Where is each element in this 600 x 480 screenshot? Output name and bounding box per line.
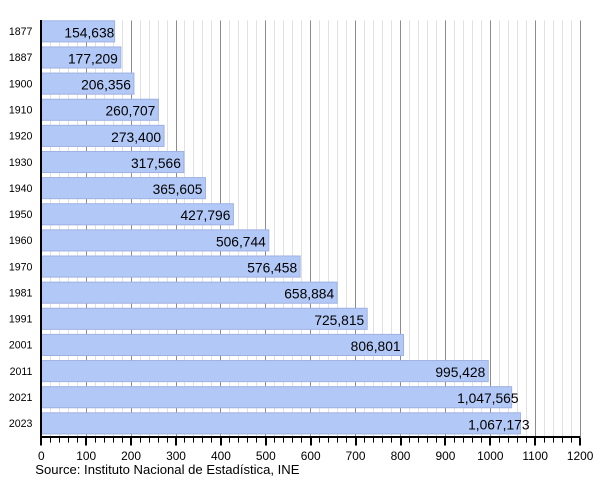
svg-text:2021: 2021 [9, 392, 33, 404]
svg-text:0: 0 [38, 449, 45, 463]
svg-text:800: 800 [391, 449, 411, 463]
svg-text:1,067,173: 1,067,173 [468, 417, 530, 432]
svg-text:1940: 1940 [9, 183, 33, 195]
svg-text:2011: 2011 [10, 366, 33, 378]
svg-text:725,815: 725,815 [314, 313, 364, 328]
svg-text:1960: 1960 [9, 235, 33, 247]
svg-text:400: 400 [211, 449, 231, 463]
svg-text:576,458: 576,458 [247, 261, 297, 276]
svg-text:700: 700 [346, 449, 366, 463]
svg-text:500: 500 [256, 449, 276, 463]
svg-text:317,566: 317,566 [131, 156, 181, 171]
svg-text:1991: 1991 [9, 314, 33, 326]
svg-text:1200: 1200 [567, 449, 594, 463]
svg-text:206,356: 206,356 [81, 78, 131, 93]
svg-text:Source: Instituto Nacional de: Source: Instituto Nacional de Estadístic… [35, 462, 299, 477]
svg-text:273,400: 273,400 [111, 130, 161, 145]
svg-text:200: 200 [121, 449, 141, 463]
svg-text:177,209: 177,209 [68, 51, 118, 66]
svg-text:100: 100 [76, 449, 96, 463]
svg-text:1000: 1000 [477, 449, 504, 463]
svg-text:2001: 2001 [9, 340, 33, 352]
svg-text:995,428: 995,428 [435, 365, 485, 380]
svg-text:365,605: 365,605 [153, 182, 203, 197]
svg-text:806,801: 806,801 [351, 339, 401, 354]
svg-text:260,707: 260,707 [105, 104, 155, 119]
svg-text:1,047,565: 1,047,565 [457, 391, 519, 406]
svg-text:900: 900 [435, 449, 455, 463]
svg-text:1930: 1930 [9, 157, 33, 169]
svg-text:1920: 1920 [9, 131, 33, 143]
svg-text:506,744: 506,744 [216, 234, 266, 249]
svg-text:300: 300 [166, 449, 186, 463]
svg-text:2023: 2023 [9, 418, 33, 430]
svg-text:1950: 1950 [9, 209, 33, 221]
svg-text:1877: 1877 [9, 26, 33, 38]
svg-text:1887: 1887 [9, 52, 33, 64]
svg-text:1981: 1981 [9, 287, 33, 299]
svg-text:427,796: 427,796 [181, 208, 231, 223]
svg-text:1900: 1900 [9, 78, 33, 90]
svg-text:1910: 1910 [9, 105, 33, 117]
svg-text:1100: 1100 [522, 449, 548, 463]
svg-text:154,638: 154,638 [64, 25, 114, 40]
svg-text:600: 600 [301, 449, 321, 463]
svg-text:658,884: 658,884 [284, 287, 334, 302]
svg-text:1970: 1970 [9, 261, 33, 273]
